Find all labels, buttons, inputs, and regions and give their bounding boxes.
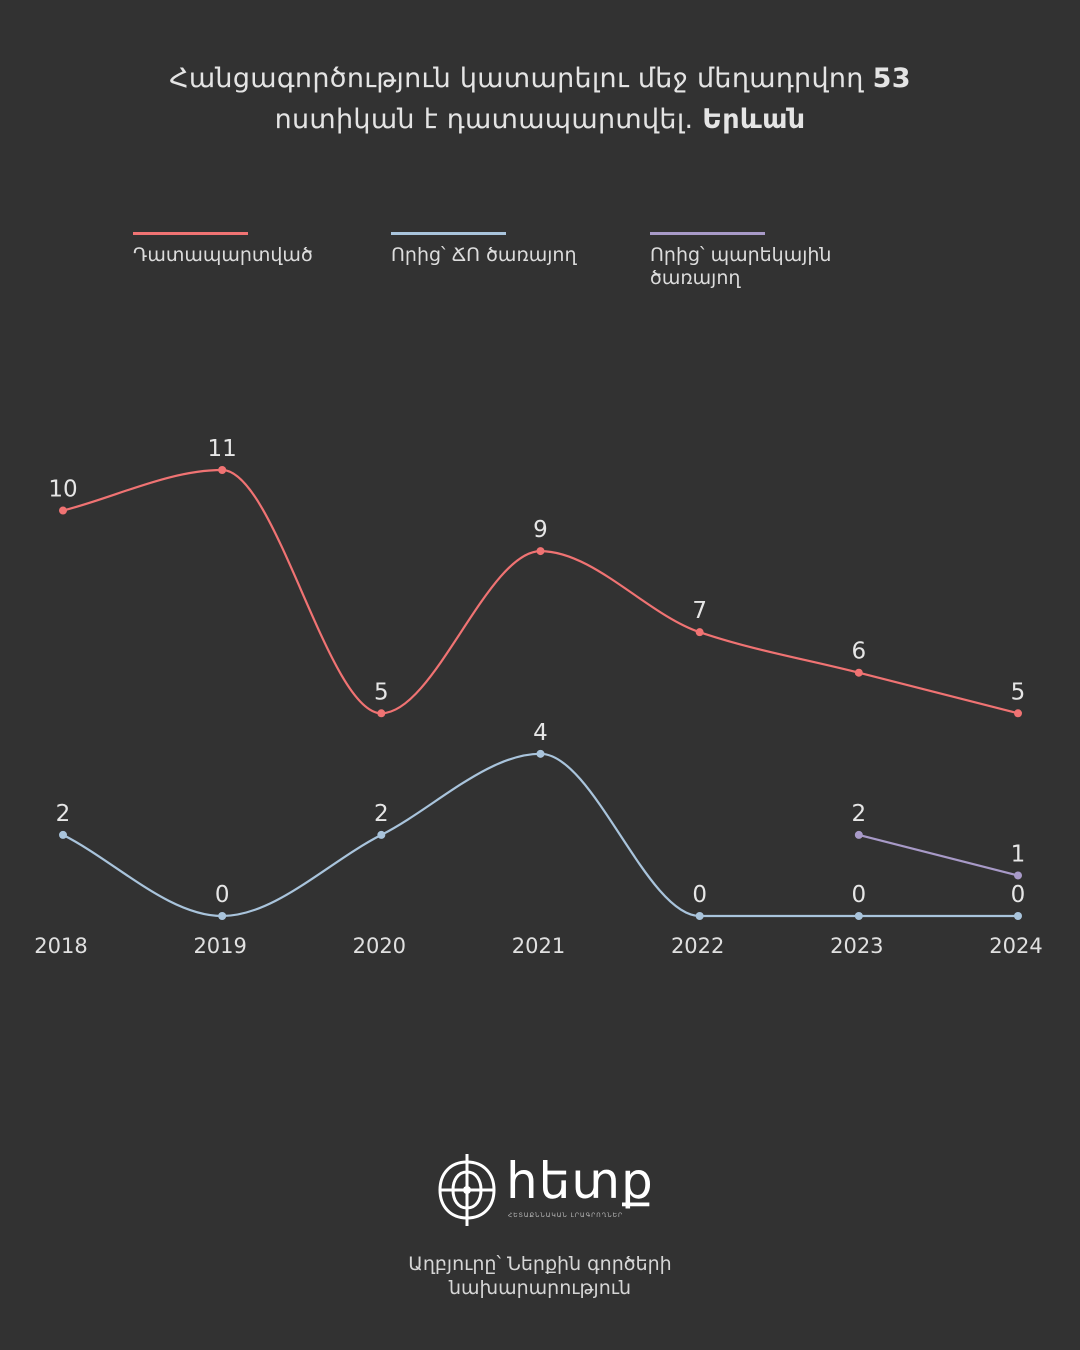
x-tick-label: 2024 [989, 934, 1042, 958]
legend-swatch-convicted [133, 232, 248, 235]
data-point [854, 912, 863, 920]
legend: Դատապարտված Որից՝ ՃՈ ծառայող Որից՝ պարեկ… [0, 232, 1080, 312]
data-label: 0 [852, 882, 867, 908]
data-label: 0 [215, 882, 230, 908]
data-point [695, 628, 704, 637]
title-city: Երևան [702, 104, 806, 135]
x-tick-label: 2020 [353, 934, 406, 958]
hetq-logo: հետք ՀԵՏԱՔՆՆԱԿԱՆ ԼՐԱԳՐՈՂՆԵՐ [436, 1150, 654, 1230]
data-label: 1 [1011, 841, 1026, 867]
data-label: 5 [374, 679, 389, 705]
data-point [218, 912, 227, 920]
data-label: 2 [56, 801, 71, 827]
data-point [218, 466, 227, 474]
legend-swatch-traffic-police [391, 232, 506, 235]
x-tick-label: 2023 [830, 934, 883, 958]
series-line-1 [62, 752, 1018, 918]
source-line1: Աղբյուրը՝ Ներքին գործերի [408, 1253, 672, 1275]
legend-label-patrol: Որից՝ պարեկային ծառայող [650, 244, 832, 289]
legend-item-patrol: Որից՝ պարեկային ծառայող [650, 232, 880, 290]
data-label: 2 [852, 801, 867, 827]
title-line1: Հանցագործություն կատարելու մեջ մեղադրվող [169, 63, 873, 94]
data-label: 2 [374, 801, 389, 827]
data-point [536, 547, 545, 556]
data-label: 9 [533, 517, 548, 543]
data-label: 10 [48, 477, 77, 503]
data-point [59, 830, 67, 839]
data-label: 7 [692, 598, 707, 624]
data-point [59, 506, 67, 515]
source-line2: նախարարություն [448, 1277, 632, 1299]
data-point [854, 668, 863, 677]
data-label: 5 [1011, 679, 1026, 705]
globe-icon [438, 1154, 496, 1226]
data-point [854, 830, 863, 839]
data-label: 0 [1011, 882, 1026, 908]
x-tick-label: 2019 [193, 934, 246, 958]
data-label: 11 [208, 436, 237, 462]
data-point [536, 749, 545, 758]
logo-wordmark: հետք [506, 1152, 654, 1210]
series-line-2 [858, 833, 1019, 877]
title-line2: ոստիկան է դատապարտվել. [274, 104, 703, 135]
data-point [1014, 871, 1022, 880]
series-line-0 [62, 468, 1019, 715]
legend-item-convicted: Դատապարտված [133, 232, 393, 267]
data-point [1014, 709, 1022, 718]
x-tick-label: 2018 [34, 934, 87, 958]
data-point [377, 709, 386, 718]
logo-tagline: ՀԵՏԱՔՆՆԱԿԱՆ ԼՐԱԳՐՈՂՆԵՐ [508, 1212, 624, 1219]
chart-title: Հանցագործություն կատարելու մեջ մեղադրվող… [90, 58, 990, 140]
data-point [1014, 912, 1022, 920]
data-point [695, 912, 704, 920]
data-label: 0 [692, 882, 707, 908]
x-tick-label: 2022 [671, 934, 724, 958]
data-point [377, 830, 386, 839]
data-label: 4 [533, 720, 548, 746]
x-tick-label: 2021 [512, 934, 565, 958]
legend-label-convicted: Դատապարտված [133, 244, 313, 266]
data-label: 6 [852, 639, 867, 665]
legend-swatch-patrol [650, 232, 765, 235]
legend-label-traffic-police: Որից՝ ՃՈ ծառայող [391, 244, 577, 266]
source-note: Աղբյուրը՝ Ներքին գործերի նախարարություն [290, 1252, 790, 1300]
title-total-count: 53 [872, 63, 911, 94]
legend-item-traffic-police: Որից՝ ՃՈ ծառայող [391, 232, 651, 267]
